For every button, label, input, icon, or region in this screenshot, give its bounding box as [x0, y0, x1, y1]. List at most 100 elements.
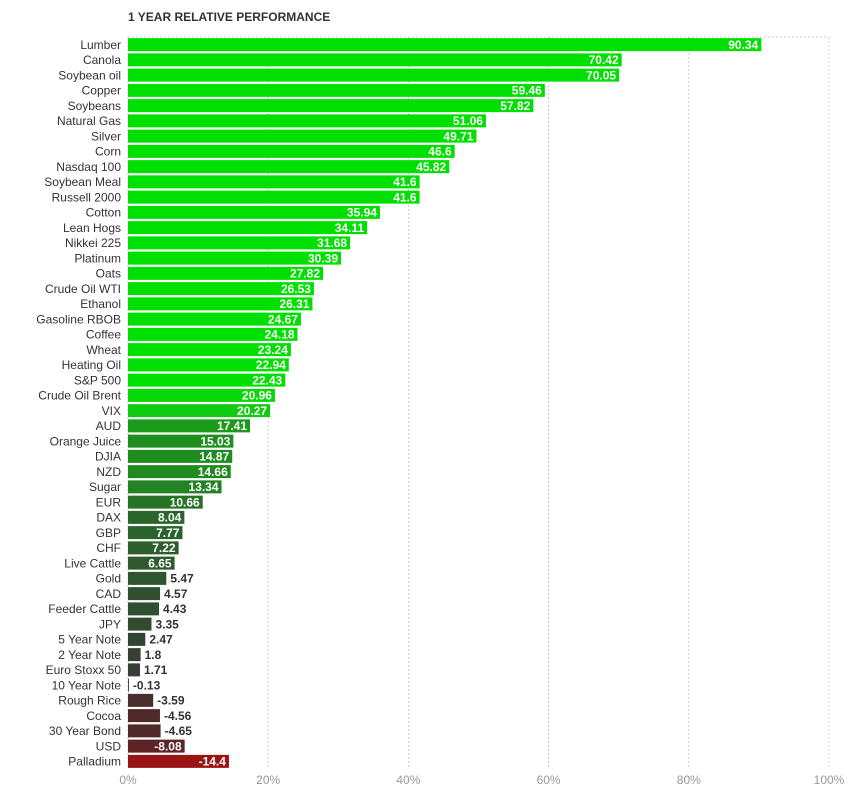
bar [128, 373, 286, 387]
category-label: CAD [96, 587, 122, 601]
bar [128, 343, 291, 357]
bar [128, 53, 622, 67]
bar [128, 282, 314, 296]
x-tick-label: 0% [119, 773, 137, 787]
value-label: 49.71 [443, 129, 473, 143]
bar [128, 99, 534, 113]
bar [128, 68, 620, 82]
chart-title: 1 YEAR RELATIVE PERFORMANCE [128, 10, 330, 24]
category-label: Oats [96, 267, 121, 281]
value-label: -8.08 [154, 739, 182, 753]
x-tick-label: 20% [256, 773, 280, 787]
bar [128, 144, 455, 158]
value-label: 90.34 [728, 38, 758, 52]
category-label: Nasdaq 100 [56, 160, 121, 174]
value-label: 27.82 [290, 267, 320, 281]
value-label: 31.68 [317, 236, 347, 250]
bar [128, 236, 351, 250]
bar [128, 83, 545, 97]
value-label: 59.46 [512, 84, 542, 98]
value-label: 70.05 [586, 68, 616, 82]
category-label: Feeder Cattle [48, 602, 121, 616]
bar [128, 739, 185, 753]
bar [128, 404, 271, 418]
bar [128, 221, 368, 235]
category-label: Soybean oil [58, 68, 121, 82]
value-label: 4.57 [164, 587, 188, 601]
category-label: Rough Rice [58, 694, 121, 708]
bar [128, 129, 477, 143]
value-label: 17.41 [217, 419, 247, 433]
value-label: 30.39 [308, 251, 338, 265]
category-label: S&P 500 [74, 373, 121, 387]
bar [128, 480, 222, 494]
bar [128, 526, 183, 540]
category-label: Cotton [86, 206, 121, 220]
bar [128, 358, 289, 372]
category-label: Corn [95, 145, 121, 159]
bar [128, 556, 175, 570]
category-label: EUR [96, 495, 122, 509]
bar [128, 510, 185, 524]
category-label: AUD [96, 419, 122, 433]
bar [128, 297, 313, 311]
category-label: Heating Oil [62, 358, 121, 372]
value-label: 51.06 [453, 114, 483, 128]
bar [128, 251, 342, 265]
category-label: DJIA [95, 450, 121, 464]
bar [128, 449, 233, 463]
category-label: Soybean Meal [44, 175, 121, 189]
value-label: -3.59 [157, 694, 185, 708]
bar [128, 663, 140, 677]
x-tick-label: 40% [396, 773, 420, 787]
bar [128, 709, 160, 723]
category-label: Crude Oil Brent [38, 389, 121, 403]
value-label: 22.94 [256, 358, 286, 372]
category-label: Coffee [86, 328, 121, 342]
value-label: 7.77 [156, 526, 180, 540]
value-label: 20.96 [242, 389, 272, 403]
value-label: 24.67 [268, 312, 298, 326]
category-label: Platinum [74, 251, 121, 265]
bar [128, 388, 275, 402]
value-label: 46.6 [428, 145, 452, 159]
value-label: 14.87 [199, 450, 229, 464]
category-label: CHF [96, 541, 121, 555]
value-label: 57.82 [500, 99, 530, 113]
bar [128, 205, 380, 219]
category-label: DAX [96, 511, 121, 525]
value-label: 3.35 [155, 617, 179, 631]
bar [128, 175, 420, 189]
value-label: 26.31 [279, 297, 309, 311]
value-label: 1.71 [144, 663, 168, 677]
category-label: Wheat [86, 343, 121, 357]
category-label: NZD [96, 465, 121, 479]
category-label: Copper [82, 84, 121, 98]
value-label: 34.11 [335, 221, 365, 235]
value-label: 20.27 [237, 404, 267, 418]
bar [128, 327, 298, 341]
value-label: -4.56 [164, 709, 192, 723]
category-label: 30 Year Bond [49, 724, 121, 738]
value-label: 10.66 [170, 495, 200, 509]
value-label: 24.18 [264, 328, 294, 342]
bar [128, 266, 324, 280]
category-label: 2 Year Note [58, 648, 121, 662]
bar [128, 434, 234, 448]
bar [128, 571, 167, 585]
bar [128, 419, 251, 433]
bar [128, 632, 146, 646]
value-label: 35.94 [347, 206, 377, 220]
category-label: Lumber [80, 38, 121, 52]
category-label: Gold [96, 572, 121, 586]
value-label: 14.66 [198, 465, 228, 479]
bar [128, 190, 420, 204]
category-label: Orange Juice [50, 434, 122, 448]
value-label: -4.65 [165, 724, 193, 738]
x-tick-label: 100% [814, 773, 845, 787]
category-label: Canola [83, 53, 121, 67]
bar [128, 114, 486, 128]
category-label: Russell 2000 [52, 190, 122, 204]
value-label: 41.6 [393, 175, 417, 189]
x-tick-label: 60% [537, 773, 561, 787]
